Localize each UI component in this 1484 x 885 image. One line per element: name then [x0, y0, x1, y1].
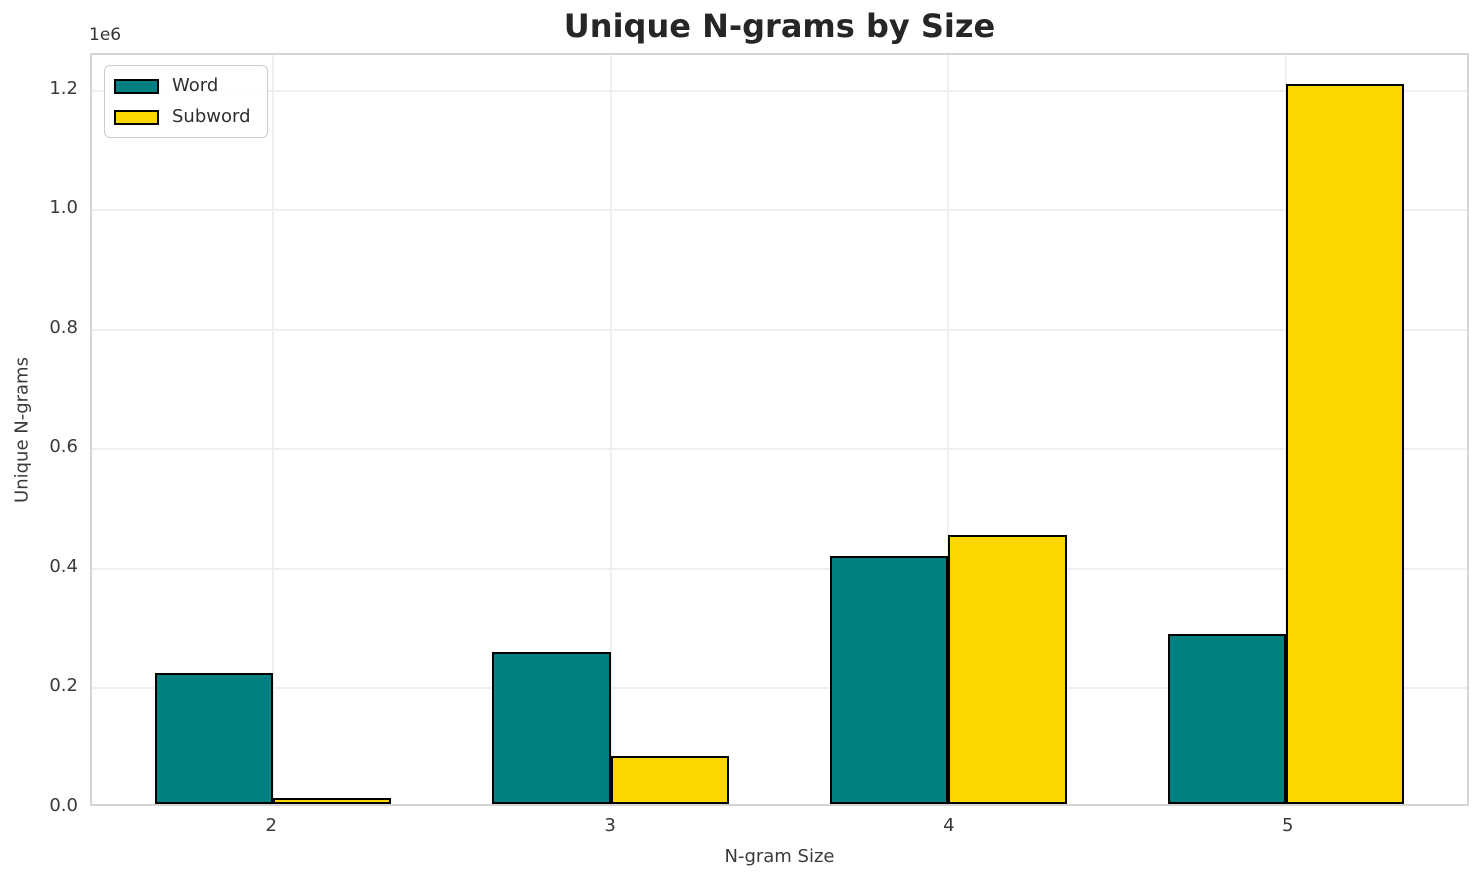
y-tick-labels: 0.0 0.2 0.4 0.6 0.8 1.0 1.2 — [0, 53, 78, 816]
x-tick-label: 5 — [1281, 815, 1294, 836]
h-gridline — [92, 687, 1467, 690]
bar-subword-3 — [610, 756, 729, 804]
h-gridline — [92, 209, 1467, 212]
h-gridline — [92, 328, 1467, 331]
y-axis-offset-label: 1e6 — [89, 25, 122, 45]
y-tick-label: 1.2 — [49, 77, 78, 99]
bar-word-4 — [830, 556, 949, 804]
x-tick-labels: 2 3 4 5 — [90, 814, 1469, 840]
bar-word-5 — [1168, 633, 1287, 804]
x-axis-label: N-gram Size — [724, 846, 835, 867]
bar-word-2 — [154, 672, 273, 804]
legend-label-word: Word — [172, 75, 219, 96]
legend-swatch-word — [114, 78, 159, 94]
legend-swatch-subword — [114, 109, 159, 125]
v-gridline — [609, 55, 612, 804]
legend: Word Subword — [104, 65, 268, 138]
bar-subword-2 — [272, 798, 391, 804]
bar-subword-5 — [1286, 83, 1405, 804]
y-tick-label: 0.6 — [49, 436, 78, 458]
y-tick-label: 0.0 — [49, 795, 78, 816]
y-tick-label: 0.4 — [49, 555, 78, 577]
chart-title: Unique N-grams by Size — [563, 7, 996, 45]
v-gridline — [271, 55, 274, 804]
x-tick-label: 4 — [943, 815, 955, 836]
legend-item-subword: Subword — [114, 106, 251, 128]
h-gridline — [92, 89, 1467, 92]
plot-area: Word Subword — [90, 53, 1469, 806]
y-tick-label: 0.2 — [49, 675, 78, 697]
x-tick-label: 3 — [604, 815, 616, 836]
legend-item-word: Word — [114, 75, 251, 97]
h-gridline — [92, 567, 1467, 570]
bar-word-3 — [492, 651, 611, 804]
bar-subword-4 — [948, 535, 1067, 804]
x-tick-label: 2 — [265, 815, 277, 836]
legend-label-subword: Subword — [172, 106, 251, 127]
h-gridline — [92, 448, 1467, 451]
y-tick-label: 0.8 — [49, 316, 78, 338]
y-tick-label: 1.0 — [49, 197, 78, 219]
v-gridline — [947, 55, 950, 804]
